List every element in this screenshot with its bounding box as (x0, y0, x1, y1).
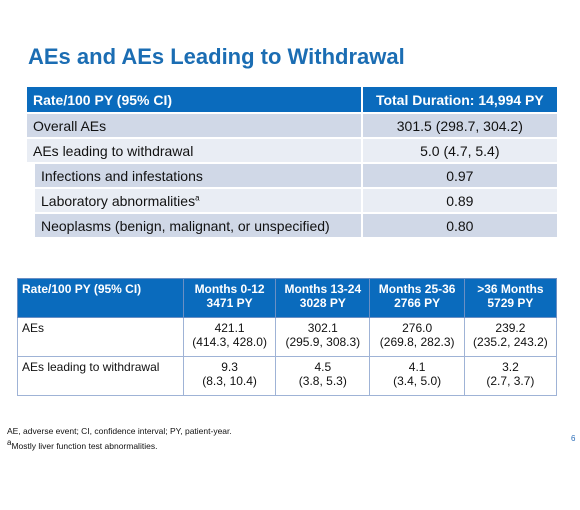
row-label: Laboratory abnormalitiesa (27, 187, 362, 213)
rate-cell: 239.2 (235.2, 243.2) (463, 317, 558, 357)
header-line: 5729 PY (487, 296, 534, 310)
header-line: Months 25-36 (378, 282, 456, 296)
row-label: Overall AEs (27, 112, 362, 138)
footnote-marker: a (7, 438, 12, 447)
row-label: Neoplasms (benign, malignant, or unspeci… (27, 212, 362, 237)
rate-ci: (8.3, 10.4) (202, 374, 257, 388)
rate-cell: 276.0 (269.8, 282.3) (369, 317, 465, 357)
rate-cell: 301.5 (298.7, 304.2) (360, 112, 557, 138)
table-row: AEs leading to withdrawal 5.0 (4.7, 5.4) (27, 137, 557, 163)
header-line: >36 Months (477, 282, 544, 296)
header-line: 3028 PY (299, 296, 346, 310)
rate-ci: (295.9, 308.3) (285, 335, 361, 349)
header-cell: Rate/100 PY (95% CI) (17, 278, 184, 318)
rate-value: 239.2 (495, 321, 526, 335)
rate-cell: 5.0 (4.7, 5.4) (360, 137, 557, 163)
row-label: AEs leading to withdrawal (27, 137, 362, 163)
header-cell: Months 0-12 3471 PY (182, 278, 277, 318)
header-cell: Total Duration: 14,994 PY (360, 87, 557, 113)
rate-ci: (235.2, 243.2) (473, 335, 548, 349)
rate-value: 4.5 (314, 360, 332, 374)
footnote: AE, adverse event; CI, confidence interv… (7, 425, 232, 437)
rate-ci: (3.4, 5.0) (393, 374, 442, 388)
rate-value: 421.1 (214, 321, 245, 335)
rate-ci: (414.3, 428.0) (192, 335, 267, 349)
rate-cell: 3.2 (2.7, 3.7) (463, 356, 558, 396)
rate-cell: 4.5 (3.8, 5.3) (275, 356, 371, 396)
header-cell: Months 13-24 3028 PY (275, 278, 371, 318)
table-row: Neoplasms (benign, malignant, or unspeci… (27, 212, 557, 237)
header-cell: Rate/100 PY (95% CI) (27, 87, 362, 113)
header-line: 3471 PY (206, 296, 253, 310)
footnote-text: AE, adverse event; CI, confidence interv… (7, 426, 232, 436)
header-line: 2766 PY (394, 296, 441, 310)
period-table: Rate/100 PY (95% CI) Months 0-12 3471 PY Mo… (17, 278, 558, 396)
rate-ci: (3.8, 5.3) (298, 374, 347, 388)
label-text: Laboratory abnormalities (41, 192, 196, 209)
rate-cell: 0.97 (360, 162, 557, 188)
label-text: Neoplasms (benign, malignant, or unspeci… (41, 217, 330, 234)
rate-cell: 0.89 (360, 187, 557, 213)
label-text: AEs leading to withdrawal (33, 142, 194, 159)
slide-title: AEs and AEs Leading to Withdrawal (28, 44, 405, 69)
table-row: Infections and infestations 0.97 (27, 162, 557, 188)
row-label: Infections and infestations (27, 162, 362, 188)
rate-ci: (269.8, 282.3) (379, 335, 455, 349)
header-cell: Months 25-36 2766 PY (369, 278, 465, 318)
header-cell: >36 Months 5729 PY (463, 278, 558, 318)
rate-value: 4.1 (408, 360, 426, 374)
rate-value: 276.0 (402, 321, 433, 335)
rate-ci: (2.7, 3.7) (486, 374, 535, 388)
header-line: Rate/100 PY (95% CI) (22, 282, 142, 296)
rate-cell: 4.1 (3.4, 5.0) (369, 356, 465, 396)
table-row: AEs 421.1 (414.3, 428.0) 302.1 (295.9, 308.3… (17, 317, 558, 357)
label-text: Overall AEs (33, 117, 107, 134)
rate-value: 9.3 (221, 360, 238, 374)
footnotes: AE, adverse event; CI, confidence interv… (7, 425, 232, 452)
table-row: Overall AEs 301.5 (298.7, 304.2) (27, 112, 557, 138)
rate-value: 3.2 (502, 360, 519, 374)
rate-cell: 421.1 (414.3, 428.0) (182, 317, 277, 357)
label-text: Infections and infestations (41, 167, 203, 184)
rate-value: 302.1 (307, 321, 338, 335)
header-line: Months 0-12 (194, 282, 265, 296)
rate-cell: 9.3 (8.3, 10.4) (182, 356, 277, 396)
footnote-marker: a (195, 192, 200, 202)
table-row: Laboratory abnormalitiesa 0.89 (27, 187, 557, 213)
table-row: AEs leading to withdrawal 9.3 (8.3, 10.4) 4… (17, 356, 558, 396)
footnote-text: Mostly liver function test abnormalities… (11, 440, 158, 451)
rate-cell: 0.80 (360, 212, 557, 237)
rate-cell: 302.1 (295.9, 308.3) (275, 317, 371, 357)
header-line: Months 13-24 (284, 282, 362, 296)
row-label: AEs (17, 317, 184, 357)
page-number: 6 (571, 434, 576, 443)
footnote: aMostly liver function test abnormalitie… (7, 437, 232, 452)
row-label: AEs leading to withdrawal (17, 356, 184, 396)
summary-table: Rate/100 PY (95% CI) Total Duration: 14,9… (27, 87, 557, 237)
